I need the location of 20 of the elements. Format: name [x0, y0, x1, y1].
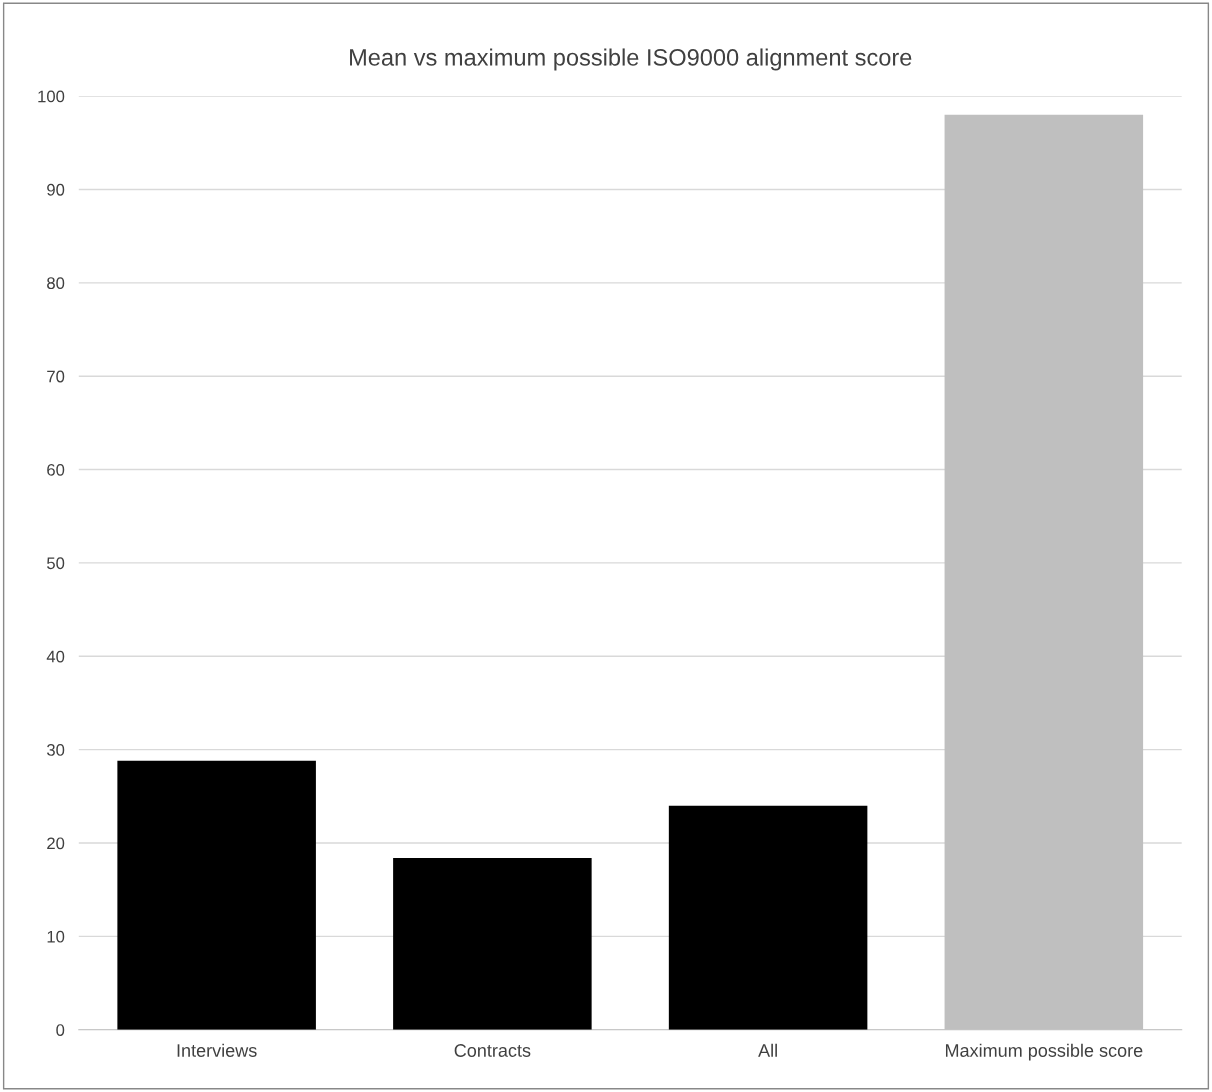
y-tick-label: 40 [46, 650, 65, 663]
y-tick-label: 20 [47, 837, 65, 850]
bar [668, 805, 868, 1030]
y-tick-label: 60 [47, 463, 65, 476]
bar [393, 857, 592, 1030]
y-tick-label: 100 [38, 90, 65, 103]
x-tick-label: All [758, 1043, 777, 1057]
y-tick-label: 70 [47, 370, 65, 383]
x-tick-label: Maximum possible score [945, 1043, 1143, 1061]
y-tick-label: 10 [47, 930, 65, 943]
x-tick-label: Interviews [177, 1043, 257, 1057]
y-tick-label: 90 [47, 183, 65, 196]
x-tick-label: Contracts [454, 1044, 531, 1057]
y-tick-label: 0 [56, 1024, 65, 1036]
y-tick-label: 80 [47, 277, 65, 290]
y-tick-label: 50 [47, 557, 65, 570]
y-tick-label: 30 [46, 744, 65, 756]
chart-title: Mean vs maximum possible ISO9000 alignment score [350, 48, 912, 71]
bar [117, 760, 316, 1030]
bar [944, 114, 1144, 1030]
